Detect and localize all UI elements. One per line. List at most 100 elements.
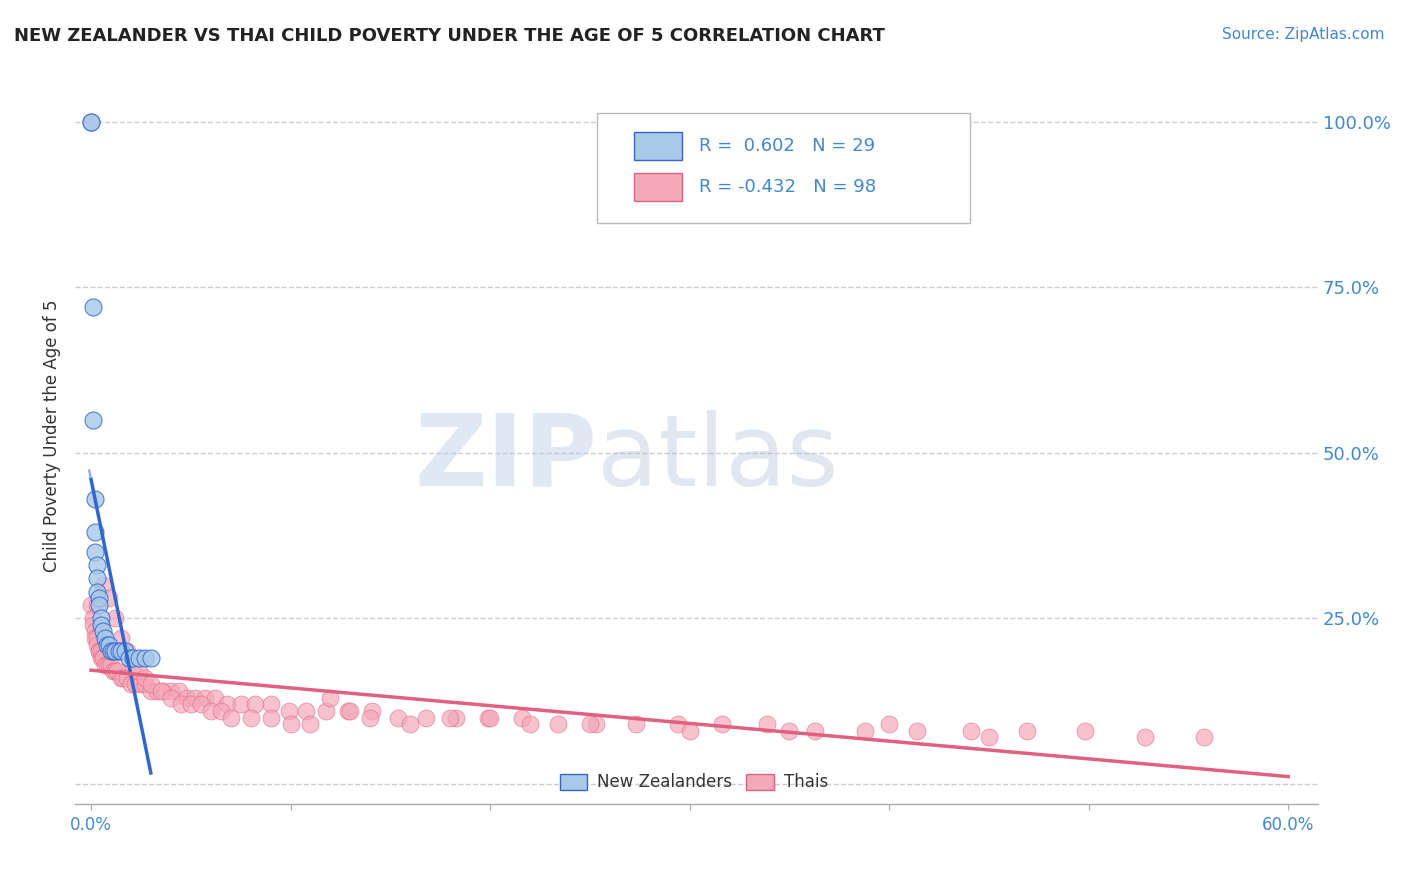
Point [80,114,103,128]
Point [510,710,533,724]
Point [176,690,198,705]
Point [905,723,928,738]
Point [87,644,110,658]
Point [86,598,108,612]
Point [104,644,127,658]
Point [91,651,114,665]
Point [91,651,114,665]
Point [90,651,112,665]
Point [122,657,145,672]
Point [219,710,242,724]
Point [579,717,602,731]
Point [319,690,342,705]
Point [666,717,689,731]
Point [84,491,107,506]
Point [87,644,110,658]
Point [128,664,150,678]
FancyBboxPatch shape [598,112,970,223]
Point [194,690,217,705]
Point [97,591,120,606]
Point [1015,723,1038,738]
Point [96,657,118,672]
Point [90,644,112,658]
Point [1194,731,1216,745]
Point [100,657,122,672]
Point [853,723,876,738]
Point [299,717,322,731]
Point [82,300,104,314]
Point [96,638,118,652]
Point [139,651,162,665]
Point [139,677,162,691]
Point [90,617,112,632]
Point [624,717,647,731]
Point [277,704,299,718]
Point [124,677,146,691]
Point [86,584,108,599]
Point [190,698,212,712]
Point [115,644,138,658]
Point [91,578,114,592]
Point [804,723,827,738]
Point [479,710,502,724]
Point [84,631,107,645]
Point [159,690,181,705]
Point [977,731,1000,745]
Point [259,710,281,724]
Text: Thais: Thais [783,773,828,791]
Point [215,698,238,712]
Point [710,717,733,731]
Point [200,704,222,718]
Point [477,710,499,724]
Y-axis label: Child Poverty Under the Age of 5: Child Poverty Under the Age of 5 [44,300,60,573]
Point [134,671,156,685]
Point [339,704,361,718]
Point [86,558,108,573]
Point [167,684,190,698]
Point [115,671,138,685]
Point [280,717,302,731]
Point [82,617,104,632]
Point [94,657,117,672]
Bar [747,774,773,790]
Point [229,698,252,712]
Bar [634,133,682,161]
Point [84,624,107,639]
Point [678,723,700,738]
Point [204,690,226,705]
Text: New Zealanders: New Zealanders [598,773,733,791]
Point [87,598,110,612]
Point [519,717,541,731]
Point [444,710,467,724]
Point [128,651,150,665]
Point [84,545,107,559]
Point [104,664,127,678]
Point [361,704,384,718]
Point [80,598,103,612]
Point [86,631,108,645]
Point [877,717,900,731]
Point [82,412,104,426]
Text: atlas: atlas [598,409,839,507]
Text: NEW ZEALANDER VS THAI CHILD POVERTY UNDER THE AGE OF 5 CORRELATION CHART: NEW ZEALANDER VS THAI CHILD POVERTY UNDE… [14,27,884,45]
Point [122,651,145,665]
Text: 0.0%: 0.0% [70,816,112,834]
Point [259,698,281,712]
Point [110,631,132,645]
Point [94,631,117,645]
Point [110,644,132,658]
Point [97,638,120,652]
Point [1133,731,1156,745]
Point [139,684,162,698]
Point [239,710,262,724]
Text: ZIP: ZIP [415,409,598,507]
Point [101,664,124,678]
Point [86,572,108,586]
Point [159,684,181,698]
Bar [634,173,682,201]
Point [170,698,193,712]
Point [90,611,112,625]
Point [129,677,152,691]
Point [359,710,381,724]
Point [87,591,110,606]
